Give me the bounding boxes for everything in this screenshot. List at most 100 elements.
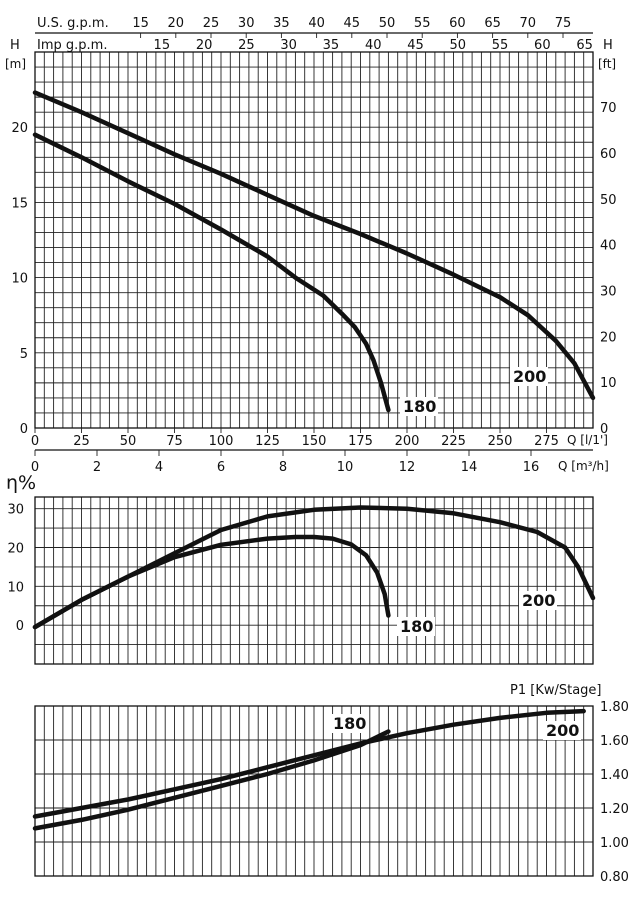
efficiency-label-200-text: 200: [522, 591, 555, 610]
x-primary-tick: 50: [120, 434, 137, 449]
power-label-180-bg: [330, 714, 368, 733]
us-gpm-tick: 50: [379, 16, 396, 31]
us-gpm-tick: 25: [203, 16, 220, 31]
imp-gpm-tick: 60: [534, 38, 551, 53]
x-secondary-tick: 6: [217, 460, 225, 475]
power-label-180: 180: [330, 714, 368, 733]
x-primary-tick: 25: [73, 434, 90, 449]
efficiency-curve-200: [32, 505, 596, 630]
x-primary-tick: 0: [31, 434, 39, 449]
imp-gpm-tick: 50: [450, 38, 467, 53]
us-gpm-tick: 40: [308, 16, 325, 31]
y-right-title: H: [603, 38, 613, 53]
imp-gpm-tick: 20: [196, 38, 213, 53]
y-left-unit: [m]: [5, 57, 26, 71]
us-gpm-tick: 30: [238, 16, 255, 31]
x-secondary-tick: 0: [31, 460, 39, 475]
eta-axis-title: η%: [6, 472, 36, 494]
head-label-180: 180: [400, 397, 438, 416]
power-panel-frame: [34, 705, 594, 877]
power-label-200: 200: [543, 721, 581, 740]
power-label-200-text: 200: [546, 721, 579, 740]
head-y-left-tick: 20: [11, 121, 28, 136]
efficiency-panel-frame: [34, 496, 594, 665]
efficiency-label-180: 180: [397, 617, 435, 636]
imp-gpm-tick: 30: [280, 38, 297, 53]
head-y-right-tick: 40: [600, 239, 617, 254]
head-y-right-tick: 30: [600, 284, 617, 299]
power-y-tick: 1.80: [600, 700, 629, 715]
head-label-200-bg: [510, 367, 548, 386]
head-y-right-tick: 0: [600, 422, 608, 437]
eta-y-tick: 0: [16, 619, 24, 634]
curve-labels: 180 200 180 200 180 200: [330, 367, 581, 740]
x-primary-tick: 250: [488, 434, 513, 449]
x-secondary-unit: Q [m³/h]: [558, 459, 609, 473]
us-gpm-tick: 60: [449, 16, 466, 31]
head-y-right-tick: 50: [600, 193, 617, 208]
data-curves: [32, 90, 596, 831]
x-primary-tick: 150: [302, 434, 327, 449]
x-primary-tick: 275: [534, 434, 559, 449]
x-primary-tick: 175: [348, 434, 373, 449]
power-label-180-text: 180: [333, 714, 366, 733]
head-y-right-tick: 10: [600, 376, 617, 391]
power-curve-180: [32, 729, 391, 831]
imp-gpm-tick: 35: [323, 38, 340, 53]
head-curve-200: [32, 90, 596, 401]
x-primary-tick: 225: [441, 434, 466, 449]
x-primary-tick: 100: [209, 434, 234, 449]
top1-axis-label: U.S. g.p.m.: [37, 16, 109, 31]
us-gpm-tick: 65: [484, 16, 501, 31]
us-gpm-tick: 70: [520, 16, 537, 31]
head-y-left-tick: 0: [20, 422, 28, 437]
x-primary-unit: Q [l/1']: [567, 433, 608, 447]
axis-labels: U.S. g.p.m. Imp g.p.m. H [m] H [ft] Q [l…: [5, 16, 616, 698]
power-y-tick: 1.60: [600, 734, 629, 749]
x-secondary-tick: 12: [399, 460, 416, 475]
efficiency-label-180-bg: [397, 617, 435, 636]
power-y-tick: 1.20: [600, 802, 629, 817]
x-secondary-tick: 8: [279, 460, 287, 475]
imp-gpm-tick: 65: [576, 38, 593, 53]
eta-y-tick: 20: [7, 541, 24, 556]
power-title: P1 [Kw/Stage]: [510, 683, 602, 698]
head-y-left-tick: 10: [11, 272, 28, 287]
imp-gpm-tick: 40: [365, 38, 382, 53]
x-secondary-tick: 2: [93, 460, 101, 475]
head-label-200-text: 200: [513, 367, 546, 386]
head-y-left-tick: 5: [20, 347, 28, 362]
efficiency-label-200-bg: [519, 591, 557, 610]
efficiency-label-180-text: 180: [400, 617, 433, 636]
eta-y-tick: 30: [7, 503, 24, 518]
y-right-unit: [ft]: [598, 57, 616, 71]
head-curve-180: [32, 132, 391, 413]
x-primary-tick: 200: [395, 434, 420, 449]
x-primary-tick: 75: [166, 434, 183, 449]
x-secondary-tick: 10: [337, 460, 354, 475]
head-y-right-tick: 70: [600, 101, 617, 116]
head-label-180-bg: [400, 397, 438, 416]
x-primary-tick: 125: [255, 434, 280, 449]
power-curve-200: [32, 708, 586, 819]
top2-axis-label: Imp g.p.m.: [37, 38, 107, 53]
power-y-tick: 1.40: [600, 768, 629, 783]
imp-gpm-tick: 15: [154, 38, 171, 53]
imp-gpm-tick: 45: [407, 38, 424, 53]
head-y-right-tick: 60: [600, 147, 617, 162]
us-gpm-tick: 15: [132, 16, 149, 31]
x-secondary-tick: 16: [523, 460, 540, 475]
eta-y-tick: 10: [7, 580, 24, 595]
head-y-right-tick: 20: [600, 330, 617, 345]
power-y-tick: 0.80: [600, 870, 629, 885]
efficiency-label-200: 200: [519, 591, 557, 610]
power-label-200-bg: [543, 721, 581, 740]
head-label-200: 200: [510, 367, 548, 386]
imp-gpm-tick: 55: [492, 38, 509, 53]
us-gpm-tick: 45: [344, 16, 361, 31]
us-gpm-tick: 35: [273, 16, 290, 31]
x-secondary-tick: 14: [461, 460, 478, 475]
power-y-tick: 1.00: [600, 836, 629, 851]
